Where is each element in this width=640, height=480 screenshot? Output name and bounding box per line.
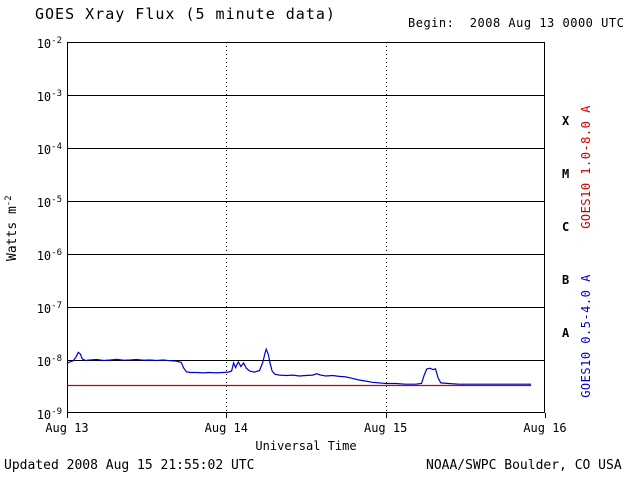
y-tick-exponent: -3 xyxy=(51,89,62,99)
series-label-long-channel: GOES10 1.0-8.0 A xyxy=(579,105,593,229)
y-tick-base: 10 xyxy=(36,196,52,210)
flare-class-a: A xyxy=(562,325,570,340)
y-tick-exponent: -7 xyxy=(51,301,62,311)
flare-class-m: M xyxy=(562,166,570,181)
y-tick-label: 10-2 xyxy=(28,34,62,51)
y-tick-base: 10 xyxy=(36,90,52,104)
y-axis-label: Watts m-2 xyxy=(4,158,20,298)
plot-area xyxy=(66,42,546,418)
y-tick-exponent: -9 xyxy=(51,407,62,417)
y-axis-label-text: Watts m xyxy=(5,206,21,261)
plot-border xyxy=(67,42,545,413)
plot-canvas xyxy=(66,42,546,418)
y-tick-label: 10-3 xyxy=(28,87,62,104)
y-tick-base: 10 xyxy=(36,37,52,51)
y-tick-exponent: -2 xyxy=(51,36,62,46)
y-tick-base: 10 xyxy=(36,355,52,369)
x-tick-label: Aug 15 xyxy=(363,421,408,435)
y-tick-label: 10-5 xyxy=(28,193,62,210)
source-attribution: NOAA/SWPC Boulder, CO USA xyxy=(426,458,622,473)
flare-class-x: X xyxy=(562,113,570,128)
y-tick-base: 10 xyxy=(36,143,52,157)
y-tick-label: 10-7 xyxy=(28,299,62,316)
y-tick-exponent: -6 xyxy=(51,248,62,258)
y-tick-label: 10-8 xyxy=(28,352,62,369)
x-tick-label: Aug 14 xyxy=(204,421,248,435)
flare-class-c: C xyxy=(562,219,570,234)
y-tick-base: 10 xyxy=(36,408,52,422)
flare-class-b: B xyxy=(562,272,570,287)
y-tick-exponent: -4 xyxy=(51,142,62,152)
y-tick-exponent: -8 xyxy=(51,354,62,364)
y-tick-label: 10-9 xyxy=(28,405,62,422)
begin-timestamp: Begin: 2008 Aug 13 0000 UTC xyxy=(408,16,625,30)
x-tick-label: Aug 13 xyxy=(45,421,89,435)
x-tick-label: Aug 16 xyxy=(523,421,567,435)
series-label-short-channel: GOES10 0.5-4.0 A xyxy=(579,274,593,398)
y-axis-label-exponent: -2 xyxy=(3,195,14,207)
y-tick-label: 10-6 xyxy=(28,246,62,263)
y-tick-exponent: -5 xyxy=(51,195,62,205)
x-axis-label: Universal Time xyxy=(255,439,357,453)
series-blue-line xyxy=(66,347,532,385)
chart-title: GOES Xray Flux (5 minute data) xyxy=(35,5,336,23)
y-tick-label: 10-4 xyxy=(28,140,62,157)
y-tick-base: 10 xyxy=(36,249,52,263)
y-tick-base: 10 xyxy=(36,302,52,316)
updated-timestamp: Updated 2008 Aug 15 21:55:02 UTC xyxy=(4,458,255,473)
